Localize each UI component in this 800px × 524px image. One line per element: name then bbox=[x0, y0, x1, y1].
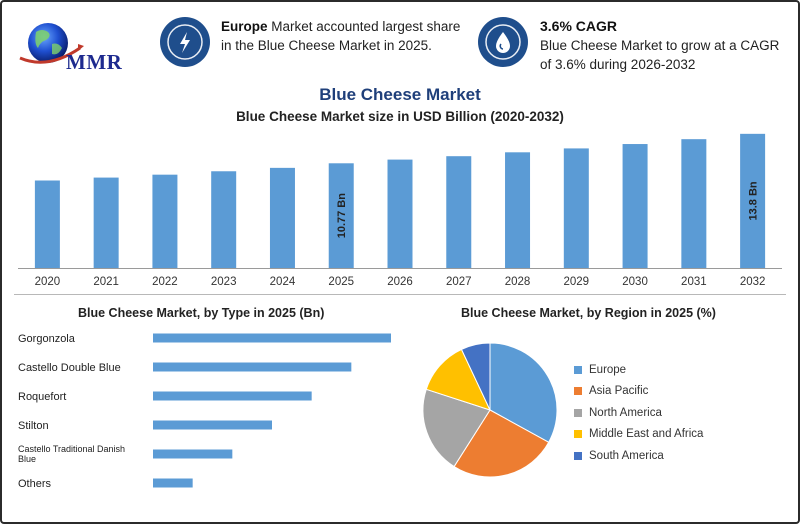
bar-2022 bbox=[152, 174, 178, 268]
mmr-logo bbox=[18, 18, 138, 78]
legend-swatch-1 bbox=[574, 387, 582, 396]
highlight-cagr: 3.6% CAGR Blue Cheese Market to grow at … bbox=[540, 17, 779, 74]
cagr-line1: Blue Cheese Market to grow at a CAGR bbox=[540, 38, 780, 53]
bar-2025 bbox=[328, 163, 354, 268]
globe-icon bbox=[19, 23, 84, 64]
type-label-2: Roquefort bbox=[18, 391, 66, 403]
x-tick-2026: 2026 bbox=[387, 276, 413, 288]
legend-swatch-2 bbox=[574, 408, 582, 417]
legend-label-2: North America bbox=[589, 406, 662, 419]
x-tick-2032: 2032 bbox=[740, 276, 766, 288]
type-bar-2 bbox=[153, 391, 312, 401]
x-tick-2025: 2025 bbox=[328, 276, 354, 288]
logo-text: MMR bbox=[66, 50, 123, 74]
lightning-icon bbox=[160, 17, 210, 67]
legend-label-1: Asia Pacific bbox=[589, 385, 649, 398]
highlight-europe-line1: Market accounted largest share bbox=[267, 19, 461, 34]
x-tick-2020: 2020 bbox=[35, 276, 61, 288]
type-label-0: Gorgonzola bbox=[18, 333, 76, 345]
data-label-2032: 13.8 Bn bbox=[748, 181, 760, 220]
market-size-bar-chart: 2020 2021 2022 2023 2024 2025 10.77 Bn 2026 2027… bbox=[18, 133, 782, 288]
pie-slice-1 bbox=[453, 409, 550, 478]
type-bar-3 bbox=[153, 420, 272, 430]
bar-2029 bbox=[563, 148, 589, 268]
pie-slice-3 bbox=[425, 348, 491, 411]
x-tick-2021: 2021 bbox=[93, 276, 119, 288]
bar-chart-subtitle: Blue Cheese Market size in USD Billion (… bbox=[236, 109, 564, 124]
pie-slice-2 bbox=[422, 388, 491, 468]
cagr-title: 3.6% CAGR bbox=[540, 18, 618, 34]
x-tick-2024: 2024 bbox=[270, 276, 296, 288]
main-title: Blue Cheese Market bbox=[319, 85, 481, 104]
highlight-europe-line2: in the Blue Cheese Market in 2025. bbox=[221, 38, 432, 53]
x-tick-2030: 2030 bbox=[622, 276, 648, 288]
type-label-5: Others bbox=[18, 478, 52, 490]
x-tick-2028: 2028 bbox=[505, 276, 531, 288]
type-bar-chart: Gorgonzola Castello Double Blue Roquefort S… bbox=[18, 333, 391, 490]
type-label-1: Castello Double Blue bbox=[18, 362, 121, 374]
bar-2024 bbox=[269, 167, 295, 268]
legend-swatch-4 bbox=[574, 451, 582, 460]
data-label-2025: 10.77 Bn bbox=[336, 193, 348, 239]
legend-label-0: Europe bbox=[589, 363, 627, 376]
pie-slice-4 bbox=[460, 342, 491, 411]
x-tick-2022: 2022 bbox=[152, 276, 178, 288]
legend-item-3: Middle East and Africa bbox=[574, 424, 703, 446]
bar-2027 bbox=[446, 156, 472, 268]
bar-2031 bbox=[681, 139, 707, 268]
x-tick-2029: 2029 bbox=[564, 276, 590, 288]
bar-2032 bbox=[740, 133, 766, 268]
drop-icon bbox=[478, 17, 528, 67]
type-bar-1 bbox=[153, 362, 352, 372]
legend-item-1: Asia Pacific bbox=[574, 381, 703, 403]
bar-2026 bbox=[387, 159, 413, 268]
highlight-europe-bold: Europe bbox=[221, 19, 268, 34]
region-chart-title: Blue Cheese Market, by Region in 2025 (%… bbox=[461, 306, 716, 320]
legend-swatch-3 bbox=[574, 430, 582, 439]
legend-swatch-0 bbox=[574, 365, 582, 374]
type-bar-0 bbox=[153, 333, 391, 343]
x-tick-2027: 2027 bbox=[446, 276, 472, 288]
x-tick-2023: 2023 bbox=[211, 276, 237, 288]
region-pie-chart bbox=[422, 342, 558, 478]
legend-label-4: South America bbox=[589, 449, 664, 462]
pie-slice-0 bbox=[489, 342, 558, 443]
bar-2028 bbox=[505, 152, 531, 268]
type-chart-title: Blue Cheese Market, by Type in 2025 (Bn) bbox=[78, 306, 325, 320]
bar-2030 bbox=[622, 144, 648, 268]
legend-label-3: Middle East and Africa bbox=[589, 428, 704, 441]
bar-2021 bbox=[93, 177, 119, 268]
cagr-line2: of 3.6% during 2026-2032 bbox=[540, 57, 696, 72]
pie-legend: Europe Asia Pacific North America Middle Ea… bbox=[574, 359, 703, 467]
legend-item-2: North America bbox=[574, 402, 703, 424]
bar-2020 bbox=[34, 180, 60, 268]
type-label-4: Castello Traditional Danish Blue bbox=[18, 444, 125, 464]
highlight-europe: Europe Market accounted largest share in… bbox=[221, 17, 460, 55]
type-bar-4 bbox=[153, 449, 233, 459]
type-bar-5 bbox=[153, 478, 193, 488]
legend-item-4: South America bbox=[574, 445, 703, 467]
bar-2023 bbox=[211, 171, 237, 268]
x-tick-2031: 2031 bbox=[681, 276, 707, 288]
section-divider bbox=[14, 294, 786, 295]
legend-item-0: Europe bbox=[574, 359, 703, 381]
type-label-3: Stilton bbox=[18, 420, 49, 432]
